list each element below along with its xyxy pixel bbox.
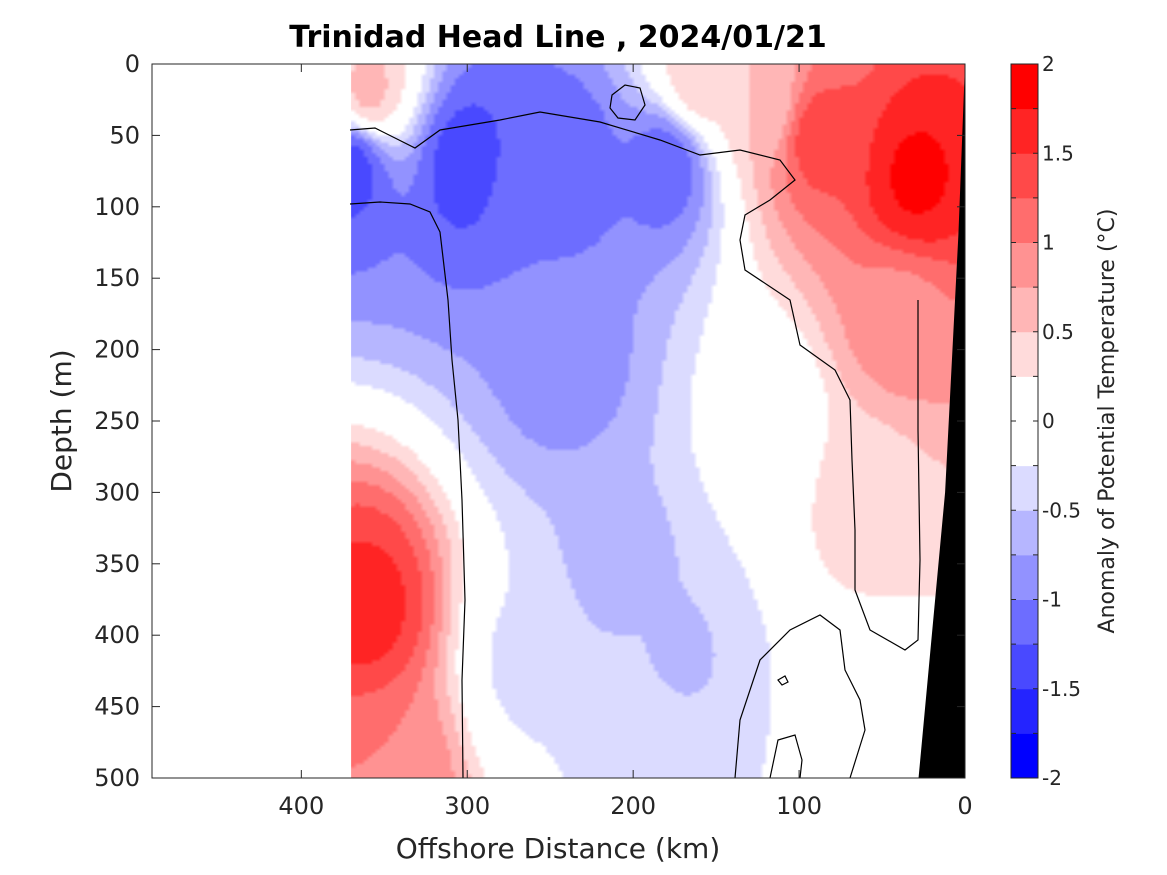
- colorbar-tick-label: -0.5: [1042, 498, 1081, 522]
- y-tick-label: 400: [94, 621, 140, 649]
- colorbar-tick-label: 0: [1042, 409, 1055, 433]
- x-axis-label: Offshore Distance (km): [396, 832, 721, 865]
- colorbar-segment: [1011, 465, 1038, 511]
- y-tick-label: 350: [94, 550, 140, 578]
- y-tick-label: 500: [94, 764, 140, 792]
- plot-area: [152, 64, 965, 778]
- colorbar-tick-label: -1: [1042, 588, 1062, 612]
- y-axis-label: Depth (m): [45, 349, 78, 492]
- zero-contour-line: [769, 734, 803, 778]
- x-tick-label: 400: [278, 792, 324, 820]
- x-tick-label: 100: [776, 792, 822, 820]
- colorbar-segment: [1011, 599, 1038, 645]
- colorbar: -2 -1.5 -1 -0.5 0 0.5 1 1.5 2: [1010, 52, 1081, 790]
- y-tick-label: 250: [94, 407, 140, 435]
- colorbar-tick-label: 1.5: [1042, 141, 1074, 165]
- zero-contours: [349, 84, 921, 778]
- colorbar-segment: [1011, 331, 1038, 377]
- colorbar-segment: [1011, 287, 1038, 333]
- colorbar-tick-label: 0.5: [1042, 320, 1074, 344]
- y-tick-label: 50: [109, 121, 140, 149]
- x-axis: 400 300 200 100 0: [278, 64, 973, 820]
- anomaly-heatmap: [351, 64, 965, 778]
- zero-contour-line: [609, 84, 646, 121]
- y-tick-label: 300: [94, 478, 140, 506]
- colorbar-segment: [1011, 421, 1038, 467]
- colorbar-segment: [1011, 376, 1038, 422]
- y-tick-label: 150: [94, 264, 140, 292]
- colorbar-segment: [1011, 644, 1038, 690]
- colorbar-tick-label: -2: [1042, 766, 1062, 790]
- colorbar-tick-label: -1.5: [1042, 677, 1081, 701]
- colorbar-segment: [1011, 554, 1038, 600]
- y-tick-label: 0: [125, 50, 140, 78]
- y-tick-label: 200: [94, 336, 140, 364]
- colorbar-label: Anomaly of Potential Temperature (°C): [1095, 209, 1120, 634]
- colorbar-segment: [1011, 733, 1038, 779]
- colorbar-segment: [1011, 153, 1038, 199]
- colorbar-segment: [1011, 510, 1038, 556]
- colorbar-segment: [1011, 688, 1038, 734]
- colorbar-tick-label: 2: [1042, 52, 1055, 76]
- y-tick-label: 100: [94, 193, 140, 221]
- zero-contour-line: [349, 201, 466, 778]
- y-tick-label: 450: [94, 693, 140, 721]
- colorbar-segment: [1011, 197, 1038, 243]
- bathymetry-seafloor: [918, 64, 965, 778]
- zero-contour-line: [349, 111, 921, 651]
- colorbar-tick-label: 1: [1042, 231, 1055, 255]
- x-tick-label: 200: [610, 792, 656, 820]
- zero-contour-line: [734, 614, 866, 778]
- x-tick-label: 0: [957, 792, 972, 820]
- colorbar-segment: [1011, 108, 1038, 154]
- y-axis: 0 50 100 150 200 250 300 350 400 450 500: [94, 50, 965, 792]
- x-tick-label: 300: [444, 792, 490, 820]
- zero-contour-line: [777, 675, 789, 686]
- colorbar-segment: [1011, 64, 1038, 110]
- chart-title: Trinidad Head Line , 2024/01/21: [289, 20, 826, 55]
- colorbar-segment: [1011, 242, 1038, 288]
